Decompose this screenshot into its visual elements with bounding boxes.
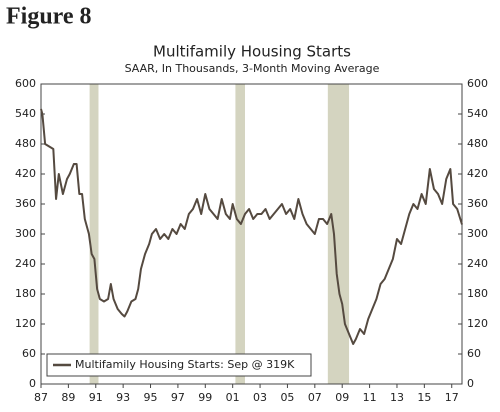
y2-tick-label: 240 bbox=[467, 257, 488, 270]
recession-band bbox=[235, 84, 245, 384]
legend-box bbox=[46, 353, 312, 377]
y2-tick-label: 120 bbox=[467, 317, 488, 330]
y-tick-label: 180 bbox=[15, 287, 36, 300]
x-tick-label: 97 bbox=[171, 391, 185, 404]
x-tick-label: 93 bbox=[116, 391, 130, 404]
x-tick-label: 11 bbox=[363, 391, 377, 404]
y-tick-label: 60 bbox=[22, 347, 36, 360]
y-tick-label: 600 bbox=[15, 77, 36, 90]
x-tick-label: 09 bbox=[335, 391, 349, 404]
y2-tick-label: 540 bbox=[467, 107, 488, 120]
chart-subtitle: SAAR, In Thousands, 3-Month Moving Avera… bbox=[125, 62, 380, 75]
y-tick-label: 480 bbox=[15, 137, 36, 150]
recession-band bbox=[327, 84, 350, 384]
x-tick-label: 07 bbox=[308, 391, 322, 404]
x-tick-label: 99 bbox=[198, 391, 212, 404]
x-tick-label: 89 bbox=[61, 391, 75, 404]
y2-tick-label: 420 bbox=[467, 167, 488, 180]
y-tick-label: 360 bbox=[15, 197, 36, 210]
y-tick-label: 120 bbox=[15, 317, 36, 330]
y-tick-label: 240 bbox=[15, 257, 36, 270]
x-tick-label: 15 bbox=[417, 391, 431, 404]
recession-band bbox=[89, 84, 99, 384]
y2-tick-label: 180 bbox=[467, 287, 488, 300]
x-tick-label: 01 bbox=[226, 391, 240, 404]
x-tick-label: 95 bbox=[144, 391, 158, 404]
x-tick-label: 05 bbox=[280, 391, 294, 404]
y2-tick-label: 300 bbox=[467, 227, 488, 240]
x-tick-label: 91 bbox=[89, 391, 103, 404]
x-tick-label: 17 bbox=[445, 391, 459, 404]
y2-tick-label: 60 bbox=[467, 347, 481, 360]
y2-tick-label: 360 bbox=[467, 197, 488, 210]
y-tick-label: 420 bbox=[15, 167, 36, 180]
y-tick-label: 0 bbox=[29, 377, 36, 390]
chart-title: Multifamily Housing Starts bbox=[153, 43, 351, 61]
x-tick-label: 03 bbox=[253, 391, 267, 404]
x-tick-label: 87 bbox=[34, 391, 48, 404]
x-tick-label: 13 bbox=[390, 391, 404, 404]
y-tick-label: 540 bbox=[15, 107, 36, 120]
figure-label: Figure 8 bbox=[6, 4, 92, 30]
y2-tick-label: 0 bbox=[467, 377, 474, 390]
y2-tick-label: 600 bbox=[467, 77, 488, 90]
y2-tick-label: 480 bbox=[467, 137, 488, 150]
y-tick-label: 300 bbox=[15, 227, 36, 240]
legend-label: Multifamily Housing Starts: Sep @ 319K bbox=[75, 358, 295, 371]
plot-frame bbox=[40, 83, 463, 385]
line-series bbox=[40, 108, 463, 345]
